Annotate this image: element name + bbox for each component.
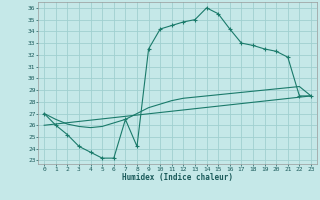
X-axis label: Humidex (Indice chaleur): Humidex (Indice chaleur) (122, 173, 233, 182)
